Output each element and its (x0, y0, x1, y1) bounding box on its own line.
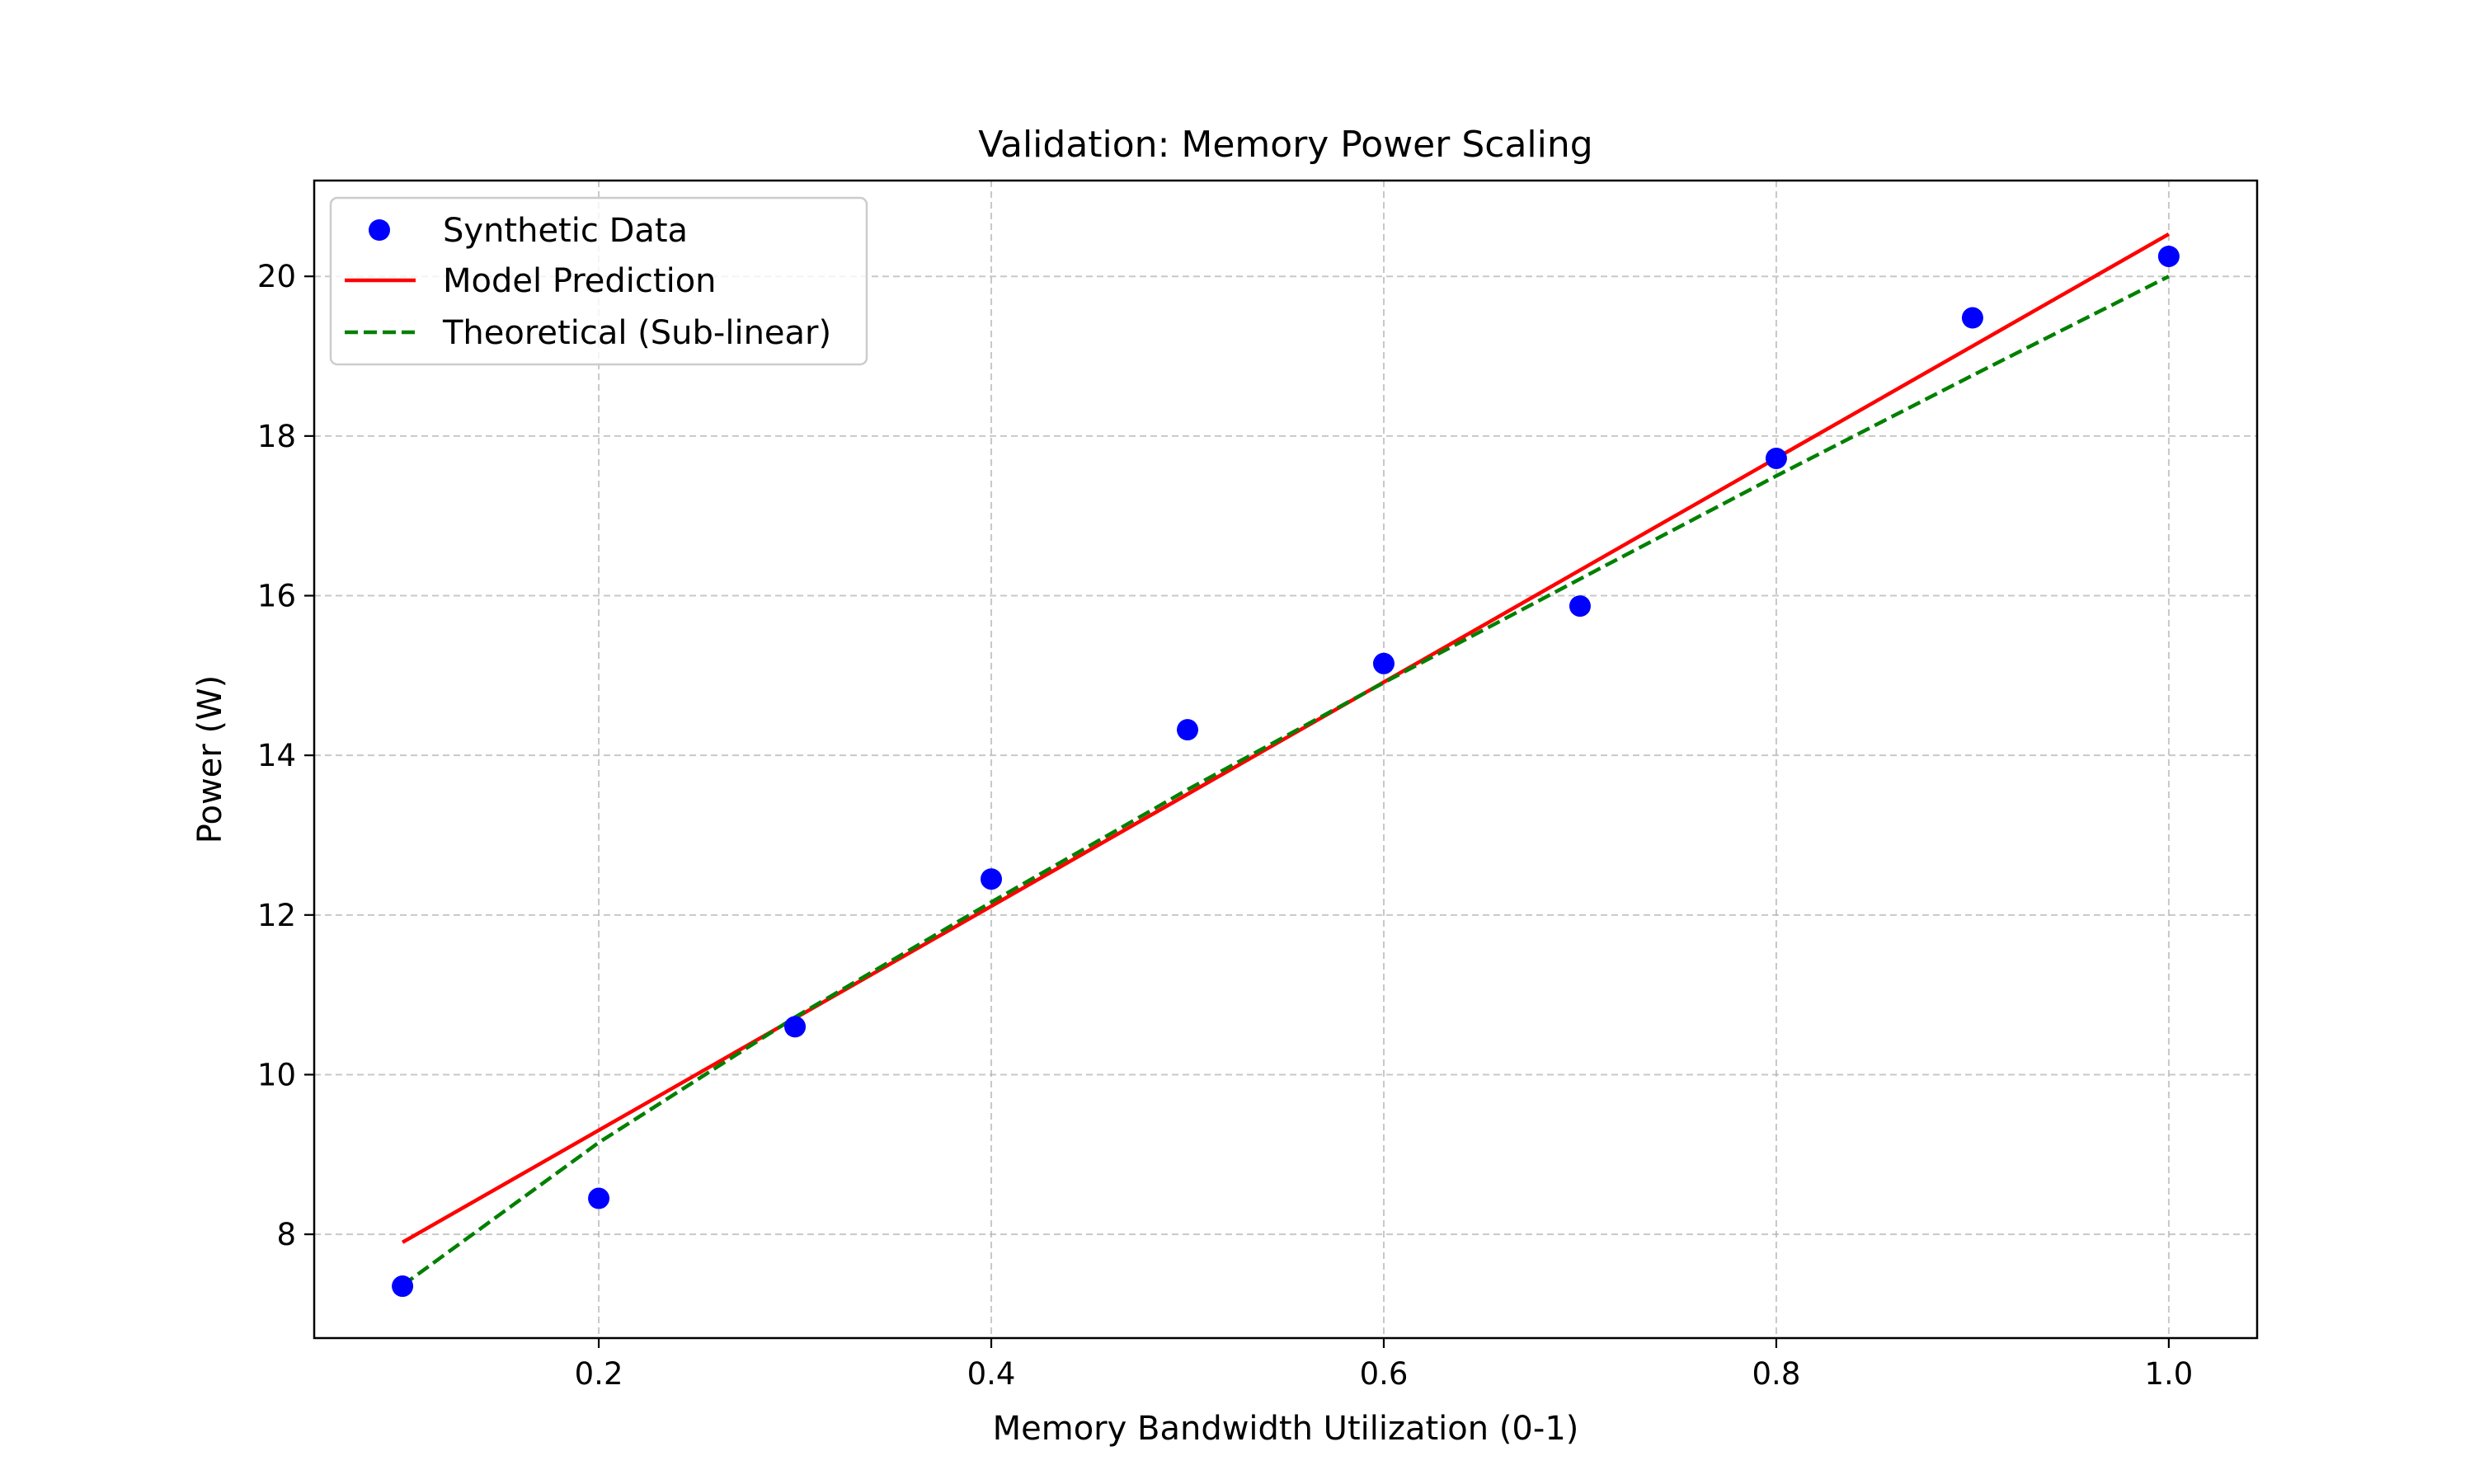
data-point (1961, 307, 1983, 329)
series-layer (392, 232, 2180, 1298)
x-tick-label: 0.6 (1360, 1356, 1409, 1392)
y-tick-label: 20 (257, 259, 296, 294)
data-point (588, 1187, 610, 1209)
y-axis-label: Power (W) (191, 675, 229, 843)
legend-label-theoretical: Theoretical (Sub-linear) (442, 314, 831, 352)
y-tick-label: 16 (257, 579, 296, 614)
x-axis-label: Memory Bandwidth Utilization (0-1) (993, 1410, 1579, 1448)
y-tick-label: 18 (257, 419, 296, 454)
y-tick-label: 14 (257, 738, 296, 773)
data-point (1372, 652, 1395, 674)
legend-label-synthetic-data: Synthetic Data (443, 212, 688, 250)
x-tick-label: 0.2 (575, 1356, 623, 1392)
chart-title: Validation: Memory Power Scaling (978, 124, 1592, 166)
legend-marker-synthetic-data (369, 219, 390, 241)
series-line-model-prediction (401, 232, 2171, 1244)
legend: Synthetic Data Model Prediction Theoreti… (329, 196, 868, 366)
data-point (784, 1016, 807, 1038)
data-point (981, 868, 1003, 890)
series-line-theoretical-sub-linear (401, 275, 2170, 1287)
data-point (392, 1275, 414, 1298)
x-tick-label: 1.0 (2144, 1356, 2193, 1392)
data-point (1569, 595, 1591, 618)
data-point (1177, 719, 1199, 741)
legend-box (329, 196, 868, 366)
y-tick-label: 12 (257, 898, 296, 933)
data-point (2157, 245, 2180, 267)
plot-frame (313, 179, 2259, 1340)
y-tick-label: 8 (276, 1217, 296, 1252)
x-tick-label: 0.8 (1752, 1356, 1801, 1392)
x-tick-label: 0.4 (967, 1356, 1016, 1392)
y-tick-label: 10 (257, 1057, 296, 1092)
tick-layer: 0.2 0.4 0.6 0.8 1.0 8 10 12 14 16 18 20 (257, 259, 2193, 1392)
legend-label-model-prediction: Model Prediction (443, 262, 717, 300)
data-point (1765, 447, 1787, 469)
